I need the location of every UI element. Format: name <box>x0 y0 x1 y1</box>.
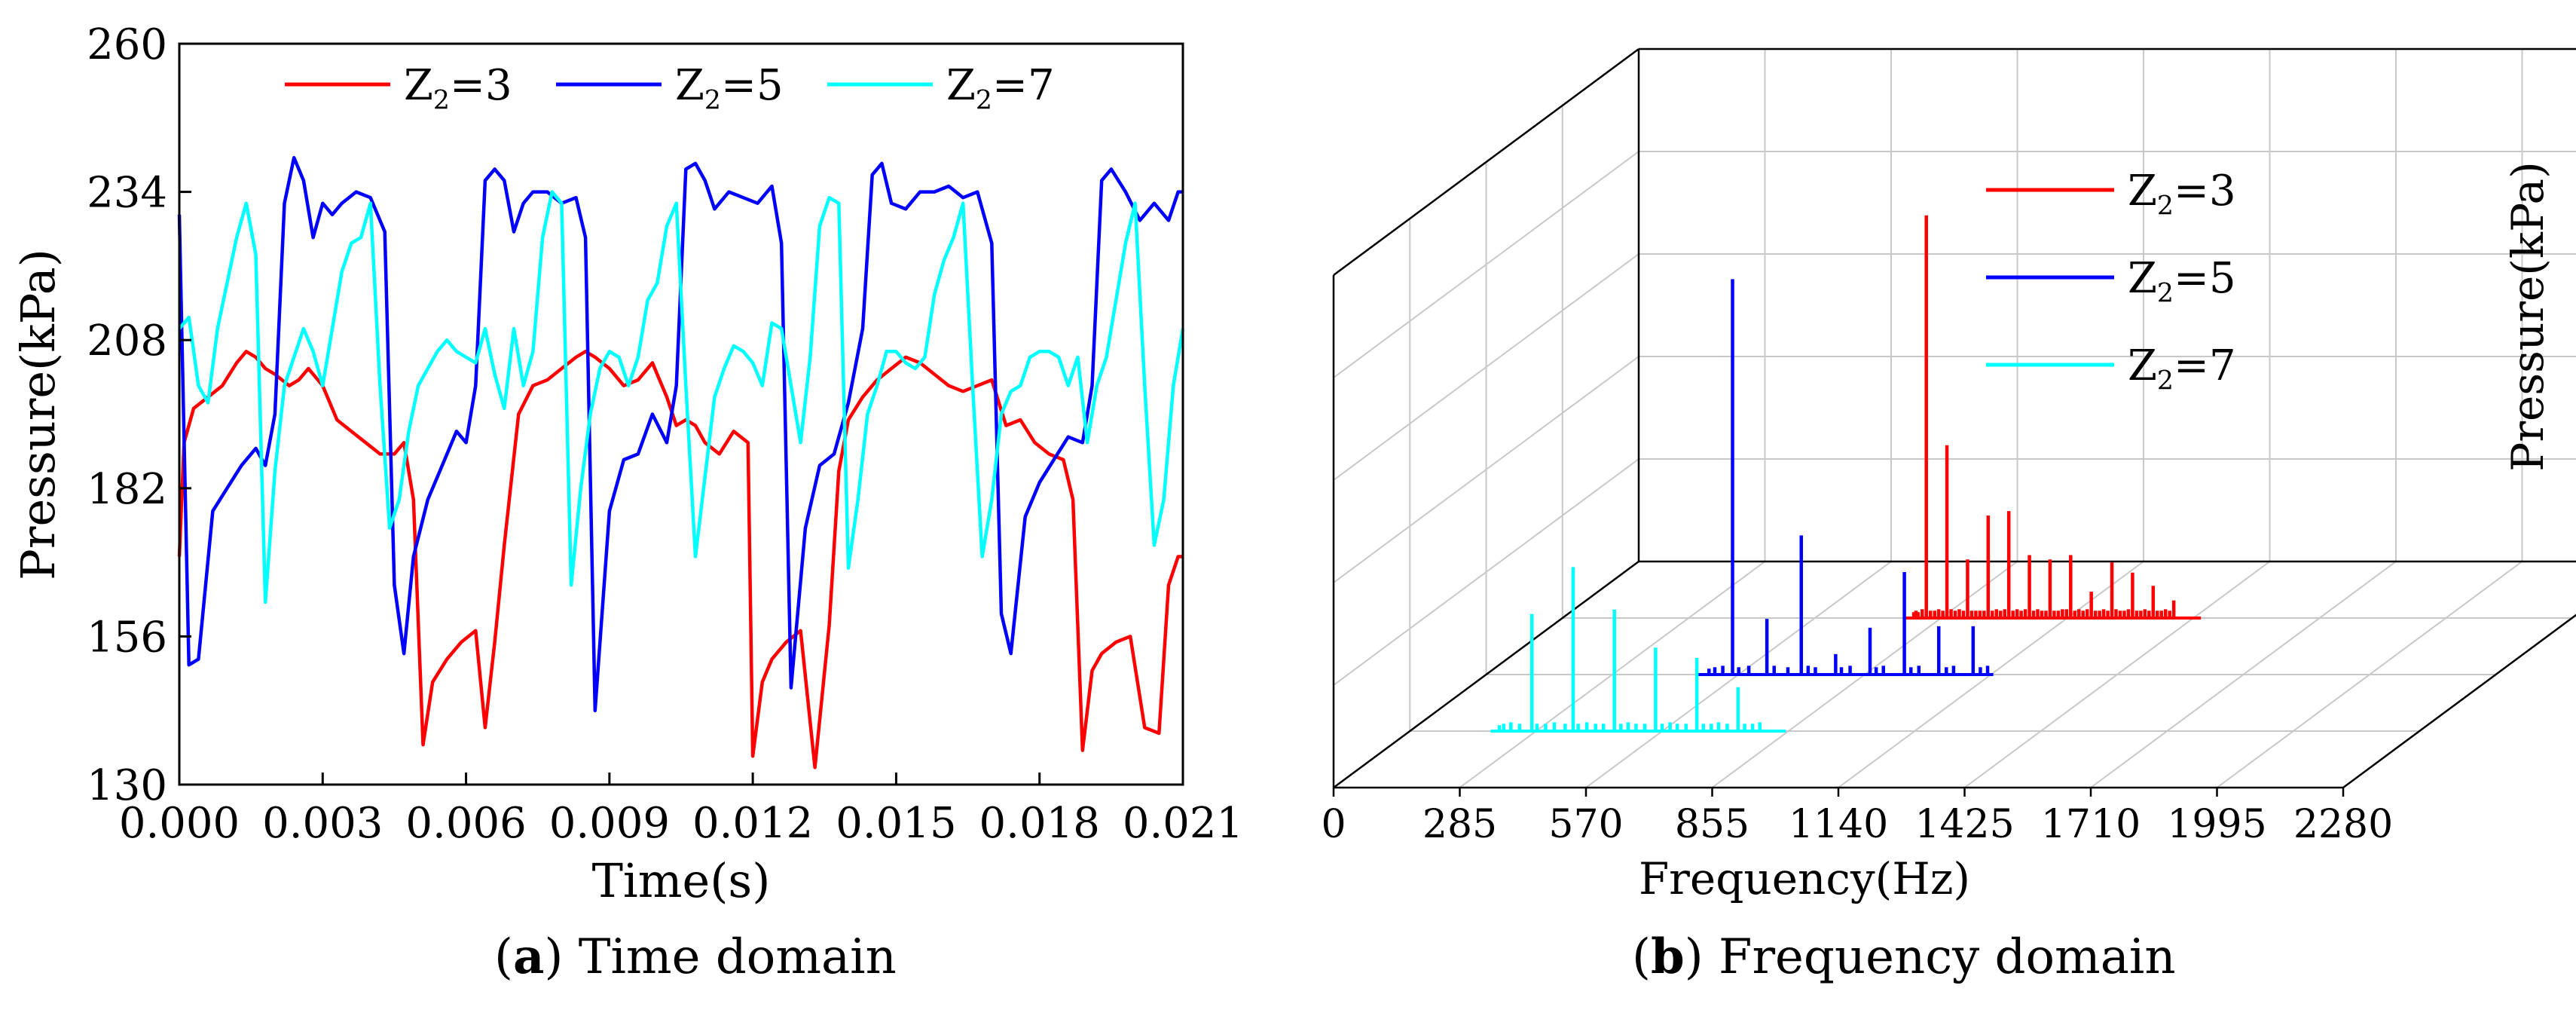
time-x-tick-label: 0.000 <box>119 799 240 848</box>
time-x-tick-label: 0.003 <box>262 799 383 848</box>
frequency-x-tick-label: 1140 <box>1789 802 1888 847</box>
time-legend-label-tail: =7 <box>992 61 1055 110</box>
frequency-3d-box <box>1332 47 2576 789</box>
time-series-line-z2-5 <box>177 155 1183 712</box>
frequency-legend-label-main: Z <box>2128 254 2157 303</box>
frequency-x-tick-label: 1995 <box>2167 802 2266 847</box>
caption-a-text: Time domain <box>578 929 897 985</box>
time-y-tick-label: 182 <box>87 465 167 514</box>
caption-b-letter: b <box>1650 929 1685 985</box>
frequency-legend-label-sub: 2 <box>2157 366 2174 396</box>
time-x-tick-label: 0.021 <box>1123 799 1243 848</box>
box-edge <box>2342 614 2576 789</box>
frequency-legend-label-main: Z <box>2128 341 2157 390</box>
frequency-legend-label-sub: 2 <box>2157 278 2174 308</box>
frequency-legend-label-tail: =7 <box>2174 341 2236 390</box>
caption-b-text: Frequency domain <box>1719 929 2176 985</box>
time-x-axis-label: Time(s) <box>592 853 771 908</box>
time-legend-label: Z2=7 <box>946 61 1055 115</box>
frequency-legend-label-main: Z <box>2128 167 2157 216</box>
time-legend-label-sub: 2 <box>433 85 450 115</box>
frequency-spectra <box>1490 215 2202 733</box>
time-y-axis-label: Pressure(kPa) <box>11 249 66 580</box>
frequency-legend-label-tail: =5 <box>2174 254 2236 303</box>
frequency-legend-label: Z2=3 <box>2128 167 2236 221</box>
frequency-legend-label-tail: =3 <box>2174 167 2236 216</box>
time-y-tick-label: 208 <box>87 317 167 366</box>
time-legend-label: Z2=5 <box>675 61 784 115</box>
caption-a-letter: a <box>512 929 545 985</box>
time-series-line-z2-7 <box>178 190 1185 604</box>
time-legend-label: Z2=3 <box>404 61 512 115</box>
time-y-tick-label: 234 <box>87 169 167 218</box>
time-x-tick-label: 0.015 <box>836 799 956 848</box>
box-edge <box>1333 560 1639 789</box>
frequency-legend-label: Z2=7 <box>2128 341 2236 396</box>
time-x-tick-label: 0.012 <box>692 799 813 848</box>
frequency-x-tick-label: 1710 <box>2041 802 2141 847</box>
caption-time-domain: (a) Time domain <box>494 929 897 985</box>
frequency-x-tick-label: 1425 <box>1914 802 2014 847</box>
time-x-tick-label: 0.006 <box>405 799 526 848</box>
frequency-x-tick-label: 0 <box>1321 802 1346 847</box>
time-x-axis-ticks: 0.000 0.003 0.006 0.009 0.012 0.015 0.018 0.021 <box>119 773 1243 848</box>
frequency-x-tick-label: 570 <box>1548 802 1623 847</box>
time-series-line-z2-3 <box>177 350 1183 770</box>
time-y-tick-label: 130 <box>87 761 167 810</box>
frequency-legend: Z2=3Z2=5Z2=7 <box>1986 167 2236 396</box>
frequency-legend-label: Z2=5 <box>2128 254 2236 308</box>
time-x-tick-label: 0.018 <box>979 799 1100 848</box>
time-x-tick-label: 0.009 <box>549 799 670 848</box>
time-legend-label-main: Z <box>946 61 976 110</box>
time-y-axis-ticks: 130 156 182 208 234 260 <box>87 20 191 810</box>
frequency-legend-label-sub: 2 <box>2157 191 2174 221</box>
time-series-lines <box>177 155 1185 770</box>
time-y-tick-label: 156 <box>87 613 167 662</box>
caption-frequency-domain: (b) Frequency domain <box>1632 929 2176 985</box>
time-legend-label-main: Z <box>675 61 704 110</box>
time-legend-label-tail: =5 <box>721 61 784 110</box>
box-edge <box>1333 47 1639 277</box>
time-y-tick-label: 260 <box>87 20 167 69</box>
time-legend: Z2=3 Z2=5 Z2=7 <box>285 61 1055 115</box>
time-legend-label-main: Z <box>404 61 433 110</box>
time-legend-label-sub: 2 <box>976 85 992 115</box>
frequency-z-axis-label: Pressure(kPa) <box>2502 161 2553 471</box>
frequency-x-tick-label: 855 <box>1675 802 1749 847</box>
time-legend-label-tail: =3 <box>450 61 512 110</box>
frequency-x-tick-label: 285 <box>1422 802 1497 847</box>
time-legend-label-sub: 2 <box>704 85 721 115</box>
frequency-x-tick-label: 2280 <box>2293 802 2393 847</box>
time-plot-frame <box>178 42 1184 786</box>
frequency-x-axis-ticks: 0 285 570 855 1140 1425 1710 1995 2280 <box>1321 788 2393 847</box>
frequency-x-axis-label: Frequency(Hz) <box>1639 853 1970 904</box>
